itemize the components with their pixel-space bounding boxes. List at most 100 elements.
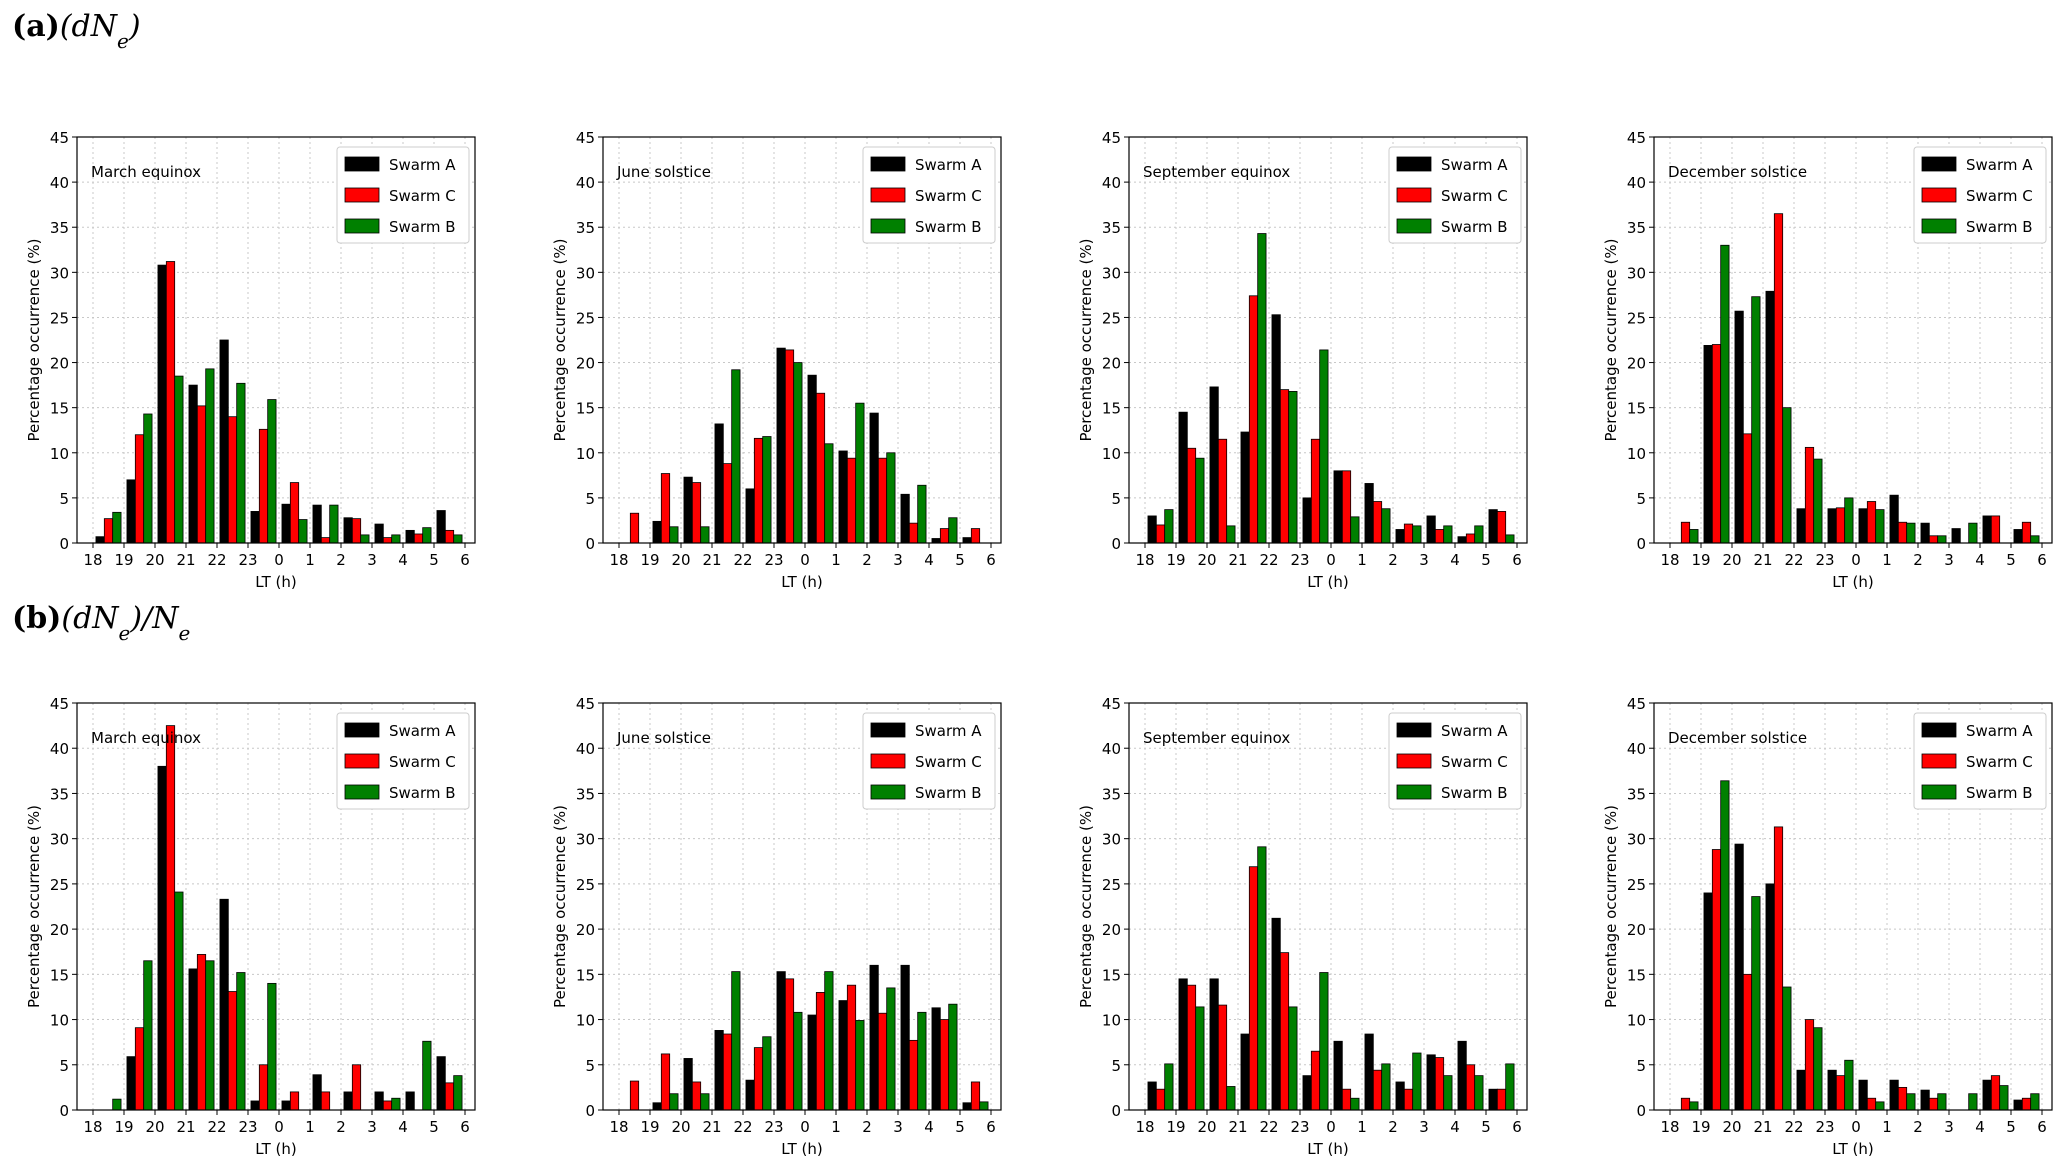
- bar: [1257, 233, 1267, 544]
- bar: [351, 1064, 362, 1111]
- x-tick-label: 23: [764, 1118, 783, 1136]
- bar: [281, 1100, 291, 1111]
- bar: [258, 1064, 269, 1111]
- bar: [1341, 1088, 1352, 1111]
- plot-frame: [1128, 702, 1528, 1111]
- panel-title: December solstice: [1668, 163, 1807, 181]
- bar: [436, 510, 446, 544]
- bar: [652, 1102, 662, 1111]
- bar: [1403, 523, 1414, 544]
- x-tick-label: 3: [893, 551, 903, 569]
- y-axis-label: Percentage occurrence (%): [25, 238, 43, 441]
- legend-swatch: [344, 722, 380, 738]
- legend-label: Swarm C: [915, 753, 982, 771]
- panel-tag: (b): [12, 601, 61, 636]
- legend-label: Swarm A: [1966, 722, 2033, 740]
- legend-swatch: [870, 753, 906, 769]
- x-tick-label: 23: [1815, 551, 1834, 569]
- bar: [745, 1079, 755, 1111]
- x-tick-label: 3: [1944, 551, 1954, 569]
- bar: [320, 537, 331, 544]
- bar: [1279, 389, 1290, 544]
- bar: [629, 512, 640, 544]
- plot-frame: [602, 136, 1002, 544]
- bar: [1381, 1063, 1391, 1111]
- bar: [2021, 521, 2032, 544]
- y-tick-label: 20: [50, 921, 69, 939]
- bar: [1350, 1097, 1360, 1111]
- bar: [762, 1036, 772, 1111]
- bar: [126, 479, 136, 544]
- bar: [1240, 431, 1250, 544]
- y-tick-label: 5: [1111, 490, 1121, 508]
- bar: [948, 517, 958, 544]
- bar: [1474, 525, 1484, 544]
- bar: [931, 538, 941, 544]
- bar: [1443, 525, 1453, 544]
- bar: [1496, 511, 1507, 544]
- bar: [1928, 535, 1939, 544]
- y-tick-label: 15: [1627, 966, 1646, 984]
- y-tick-label: 25: [1102, 309, 1121, 327]
- bar: [1226, 525, 1236, 544]
- bar: [95, 536, 105, 544]
- legend-label: Swarm B: [389, 784, 456, 802]
- bar: [134, 1027, 145, 1111]
- bar: [2021, 1097, 2032, 1111]
- x-tick-label: 4: [398, 1118, 408, 1136]
- panel-title: September equinox: [1143, 163, 1290, 181]
- bar: [289, 482, 300, 544]
- panel-math: e: [178, 621, 190, 645]
- x-tick-label: 2: [1388, 551, 1398, 569]
- x-tick-label: 21: [702, 1118, 721, 1136]
- y-tick-label: 45: [1102, 695, 1121, 713]
- panel-title: March equinox: [91, 729, 201, 747]
- bar: [652, 520, 662, 544]
- bar: [1835, 1075, 1846, 1111]
- x-tick-label: 19: [1166, 1118, 1185, 1136]
- bar: [1897, 1086, 1908, 1111]
- legend-label: Swarm B: [1966, 784, 2033, 802]
- x-tick-label: 5: [429, 1118, 439, 1136]
- y-tick-label: 25: [50, 876, 69, 894]
- bar: [1734, 843, 1744, 1111]
- x-tick-label: 4: [1975, 551, 1985, 569]
- bar: [669, 526, 679, 544]
- bar: [939, 528, 950, 544]
- bar: [1217, 1004, 1228, 1111]
- legend-label: Swarm C: [389, 753, 456, 771]
- bar: [1403, 1088, 1414, 1111]
- bar: [351, 518, 362, 544]
- bar: [1844, 1059, 1854, 1111]
- x-tick-label: 19: [1166, 551, 1185, 569]
- legend-swatch: [1921, 156, 1957, 172]
- bar: [753, 437, 764, 544]
- y-tick-label: 40: [1102, 174, 1121, 192]
- bar: [1319, 349, 1329, 544]
- bar: [714, 1030, 724, 1111]
- y-tick-label: 35: [50, 785, 69, 803]
- bar: [1751, 296, 1761, 544]
- bar: [745, 488, 755, 544]
- legend-label: Swarm C: [1966, 187, 2033, 205]
- x-tick-label: 1: [1882, 1118, 1892, 1136]
- bar: [948, 1003, 958, 1111]
- bar: [312, 504, 322, 544]
- bar: [1434, 1057, 1445, 1111]
- bar: [382, 1100, 393, 1111]
- bar: [1734, 310, 1744, 544]
- y-tick-label: 40: [576, 740, 595, 758]
- x-tick-label: 20: [1197, 551, 1216, 569]
- bar: [1866, 1097, 1877, 1111]
- x-tick-label: 4: [1450, 551, 1460, 569]
- bar: [722, 1033, 733, 1111]
- bar: [258, 428, 269, 544]
- legend-swatch: [1921, 722, 1957, 738]
- bar: [298, 519, 308, 544]
- bar: [700, 1093, 710, 1111]
- bar: [188, 384, 198, 544]
- y-tick-label: 30: [1627, 831, 1646, 849]
- y-tick-label: 30: [576, 264, 595, 282]
- x-tick-label: 20: [671, 551, 690, 569]
